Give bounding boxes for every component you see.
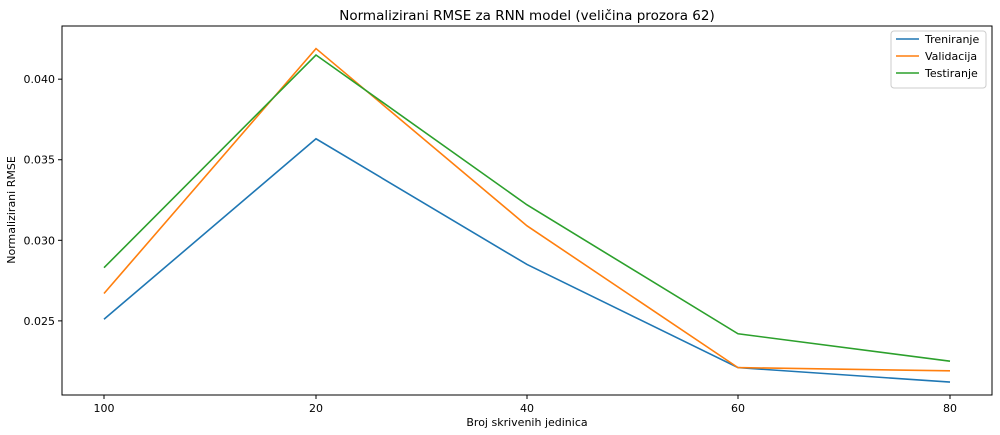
x-tick-label: 100 — [94, 402, 115, 415]
x-tick-label: 60 — [731, 402, 745, 415]
legend-label: Testiranje — [924, 67, 978, 80]
legend-label: Validacija — [925, 50, 977, 63]
x-axis-label: Broj skrivenih jedinica — [466, 416, 587, 429]
series-lines — [103, 47, 951, 383]
legend: Treniranje Validacija Testiranje — [890, 30, 987, 89]
chart-title: Normalizirani RMSE za RNN model (veličin… — [339, 8, 714, 24]
y-axis: 0.025 0.030 0.035 0.040 — [24, 73, 62, 328]
x-tick-label: 20 — [309, 402, 323, 415]
y-axis-label: Normalizirani RMSE — [5, 156, 18, 264]
x-axis: 100 20 40 60 80 — [94, 395, 957, 415]
plot-area — [61, 25, 993, 396]
y-tick-label: 0.040 — [24, 73, 56, 86]
series-line-validacija — [103, 47, 951, 372]
y-tick-label: 0.030 — [24, 234, 56, 247]
x-tick-label: 80 — [943, 402, 957, 415]
y-tick-label: 0.025 — [24, 315, 56, 328]
y-tick-label: 0.035 — [24, 154, 56, 167]
x-tick-label: 40 — [520, 402, 534, 415]
series-line-testiranje — [103, 53, 951, 362]
series-line-treniranje — [103, 137, 951, 383]
legend-label: Treniranje — [924, 33, 979, 46]
plot-frame — [61, 25, 993, 396]
